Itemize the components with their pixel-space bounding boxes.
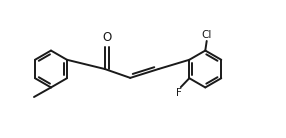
Text: O: O	[102, 31, 111, 44]
Text: F: F	[176, 88, 182, 99]
Text: Cl: Cl	[202, 30, 212, 40]
